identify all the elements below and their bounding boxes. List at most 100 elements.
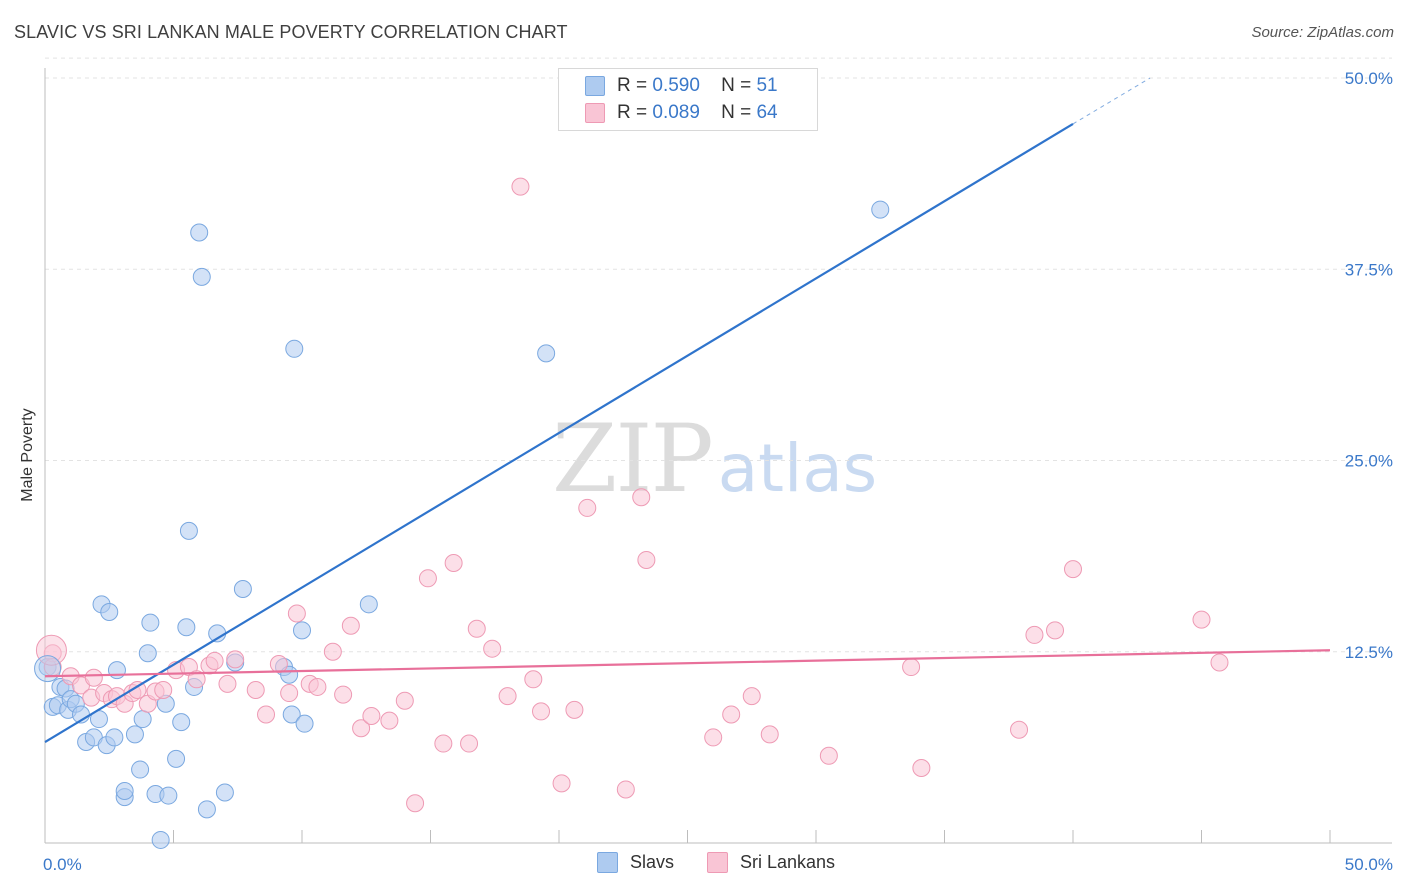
- sri-lankans-point: [578, 498, 597, 517]
- sri-lankans-point: [308, 677, 327, 696]
- sri-lankans-point: [246, 681, 265, 699]
- sri-lankans-point: [460, 734, 479, 753]
- sri-lankans-point: [1064, 560, 1082, 579]
- sri-lankans-point: [552, 774, 571, 793]
- sri-lankans-point: [341, 616, 360, 635]
- slavs-trend-line: [44, 122, 1074, 743]
- slavs-point: [215, 783, 234, 802]
- sri-lankans-point: [467, 619, 486, 638]
- slavs-point: [172, 713, 191, 732]
- bottom-legend-label-slavs: Slavs: [630, 852, 675, 872]
- sri-lankans-point: [226, 650, 245, 669]
- sri-lankans-point: [524, 670, 543, 689]
- sri-lankans-point: [912, 759, 931, 778]
- sri-lankans-point: [269, 654, 288, 673]
- slavs-point: [115, 781, 134, 800]
- sri-lankans-point: [128, 681, 147, 699]
- slavs-point: [167, 749, 186, 768]
- sri-lankans-trend-line: [44, 649, 1331, 678]
- legend-row-slavs: R = 0.590 N = 51: [585, 74, 778, 98]
- sri-lankans-point: [218, 674, 237, 693]
- sri-lankans-point: [902, 658, 921, 677]
- sri-lankans-point: [565, 700, 584, 719]
- slavs-point: [177, 618, 196, 637]
- sri-lankans-point: [418, 569, 437, 588]
- sri-lankans-point: [1025, 625, 1044, 644]
- x-tick-label: 50.0%: [1345, 855, 1393, 874]
- sri-lankans-point: [287, 604, 306, 623]
- sri-lankans-point: [819, 746, 838, 765]
- slavs-point: [141, 613, 160, 632]
- sri-lankans-point: [532, 702, 551, 721]
- slavs-point: [125, 725, 144, 744]
- slavs-point: [295, 714, 314, 733]
- sri-lankans-point: [1192, 610, 1211, 629]
- sri-lankans-point: [511, 177, 530, 196]
- correlation-legend: R = 0.590 N = 51 R = 0.089 N = 64: [558, 68, 818, 131]
- sri-lankans-point: [1010, 720, 1029, 739]
- bottom-legend-swatch-slavs: [597, 852, 618, 873]
- slavs-trend-extension: [1072, 77, 1151, 125]
- slavs-point: [138, 644, 157, 663]
- sri-lankans-point: [704, 728, 723, 747]
- sri-lankans-point: [632, 488, 651, 507]
- sri-lankans-point: [616, 780, 635, 799]
- y-tick-label: 50.0%: [1345, 69, 1393, 88]
- legend-r-value-slavs: 0.590: [652, 75, 700, 96]
- bottom-legend-slavs: Slavs: [597, 852, 674, 873]
- sri-lankans-point: [444, 554, 463, 573]
- sri-lankans-point: [760, 725, 779, 744]
- slavs-point: [159, 786, 178, 805]
- slavs-point: [131, 760, 150, 779]
- sri-lankans-point: [187, 670, 206, 689]
- sri-lankans-point: [352, 719, 371, 738]
- sri-lankans-point: [498, 687, 517, 706]
- slavs-point: [233, 580, 252, 599]
- legend-n-label: N =: [721, 102, 752, 123]
- sri-lankans-point: [637, 550, 656, 569]
- slavs-point: [293, 621, 311, 640]
- slavs-point: [192, 267, 211, 286]
- slavs-point: [197, 800, 216, 819]
- slavs-point: [285, 339, 304, 358]
- slavs-point: [34, 655, 62, 683]
- legend-r-label: R =: [617, 102, 648, 123]
- sri-lankans-point: [722, 705, 741, 724]
- sri-lankans-point: [154, 681, 173, 699]
- sri-lankans-point: [483, 639, 502, 658]
- legend-swatch-slavs: [585, 76, 605, 96]
- sri-lankans-point: [742, 687, 761, 706]
- sri-lankans-point: [1046, 621, 1065, 640]
- slavs-point: [190, 223, 209, 242]
- sri-lankans-point: [35, 634, 67, 666]
- sri-lankans-point: [362, 707, 381, 726]
- sri-lankans-point: [84, 668, 103, 687]
- source-label: Source: ZipAtlas.com: [1251, 24, 1394, 41]
- sri-lankans-point: [280, 684, 299, 703]
- sri-lankans-point: [334, 685, 353, 704]
- legend-r-label: R =: [617, 75, 648, 96]
- bottom-legend-swatch-sri-lankans: [707, 852, 728, 873]
- slavs-point: [107, 661, 126, 680]
- sri-lankans-point: [257, 705, 276, 724]
- sri-lankans-point: [395, 691, 414, 710]
- sri-lankans-point: [406, 794, 425, 813]
- slavs-point: [282, 705, 301, 724]
- slavs-point: [871, 200, 890, 219]
- slavs-point: [105, 728, 124, 747]
- slavs-point: [359, 595, 378, 614]
- sri-lankans-point: [380, 711, 399, 730]
- legend-n-value-sri-lankans: 64: [756, 102, 778, 123]
- sri-lankans-point: [1210, 653, 1229, 672]
- y-tick-label: 25.0%: [1345, 452, 1393, 471]
- legend-n-value-slavs: 51: [756, 75, 778, 96]
- legend-swatch-sri-lankans: [585, 103, 605, 123]
- chart-title: SLAVIC VS SRI LANKAN MALE POVERTY CORREL…: [14, 22, 568, 42]
- slavs-point: [537, 344, 556, 363]
- legend-n-label: N =: [721, 75, 752, 96]
- slavs-point: [133, 710, 152, 729]
- y-tick-label: 37.5%: [1345, 260, 1393, 279]
- y-tick-label: 12.5%: [1345, 643, 1393, 662]
- sri-lankans-point: [205, 651, 224, 670]
